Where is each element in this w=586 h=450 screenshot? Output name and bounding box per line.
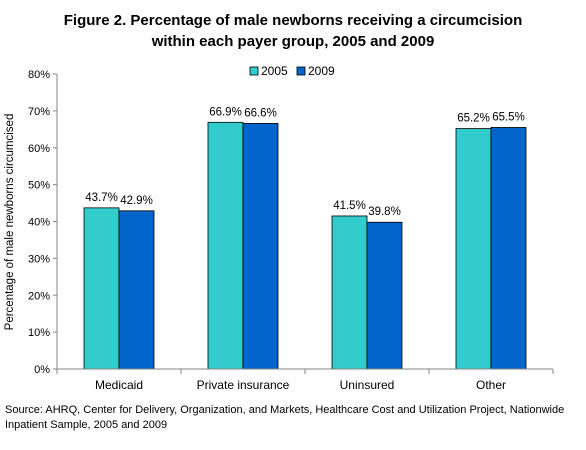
axes [56,74,554,374]
y-axis-title: Percentage of male newborns circumcised [4,114,16,331]
y-tick-label: 0% [34,364,50,376]
x-category-label: Medicaid [95,378,143,392]
data-label: 66.9% [209,106,242,118]
bars [83,121,527,370]
data-label: 43.7% [85,192,118,204]
y-tick-label: 50% [28,180,50,192]
y-tick-label: 10% [28,327,50,339]
legend: 2005 2009 [249,64,335,78]
chart-subtitle: within each payer group, 2005 and 2009 [151,33,435,50]
bar-2005-0 [83,207,120,370]
legend-swatch-2005 [249,66,259,76]
bar-chart: Figure 2. Percentage of male newborns re… [4,12,554,392]
y-tick-label: 40% [28,217,50,229]
y-axis-ticks: 0% 10% 20% 30% 40% 50% 60% 70% 80% [28,69,57,376]
y-tick-label: 60% [28,143,50,155]
legend-label-2009: 2009 [308,64,335,78]
data-label: 65.2% [457,113,490,125]
y-tick-label: 30% [28,253,50,265]
data-label: 42.9% [120,195,153,207]
source-note: Source: AHRQ, Center for Delivery, Organ… [5,404,565,431]
bar-2005-2 [331,215,368,370]
bar-2005-3 [455,128,492,370]
bar-2009-2 [366,221,403,370]
data-label: 41.5% [333,200,366,212]
y-tick-label: 70% [28,106,50,118]
bar-2009-3 [490,127,527,370]
chart-title: Figure 2. Percentage of male newborns re… [64,12,523,29]
x-category-label: Uninsured [340,378,395,392]
x-axis-labels: Medicaid Private insurance Uninsured Other [95,378,506,392]
x-category-label: Private insurance [197,378,290,392]
x-category-label: Other [476,378,506,392]
data-label: 66.6% [244,107,277,119]
y-tick-label: 20% [28,290,50,302]
bar-2005-1 [207,121,244,370]
legend-swatch-2009 [296,66,306,76]
data-labels: 43.7% 42.9% 66.9% 66.6% 41.5%39.8% 65.2% 65.5% [85,106,525,218]
y-tick-label: 80% [28,69,50,81]
legend-label-2005: 2005 [261,64,288,78]
data-label: 65.5% [492,111,525,123]
data-label: 39.8% [368,206,401,218]
bar-2009-1 [242,123,279,370]
bar-2009-0 [118,210,155,370]
